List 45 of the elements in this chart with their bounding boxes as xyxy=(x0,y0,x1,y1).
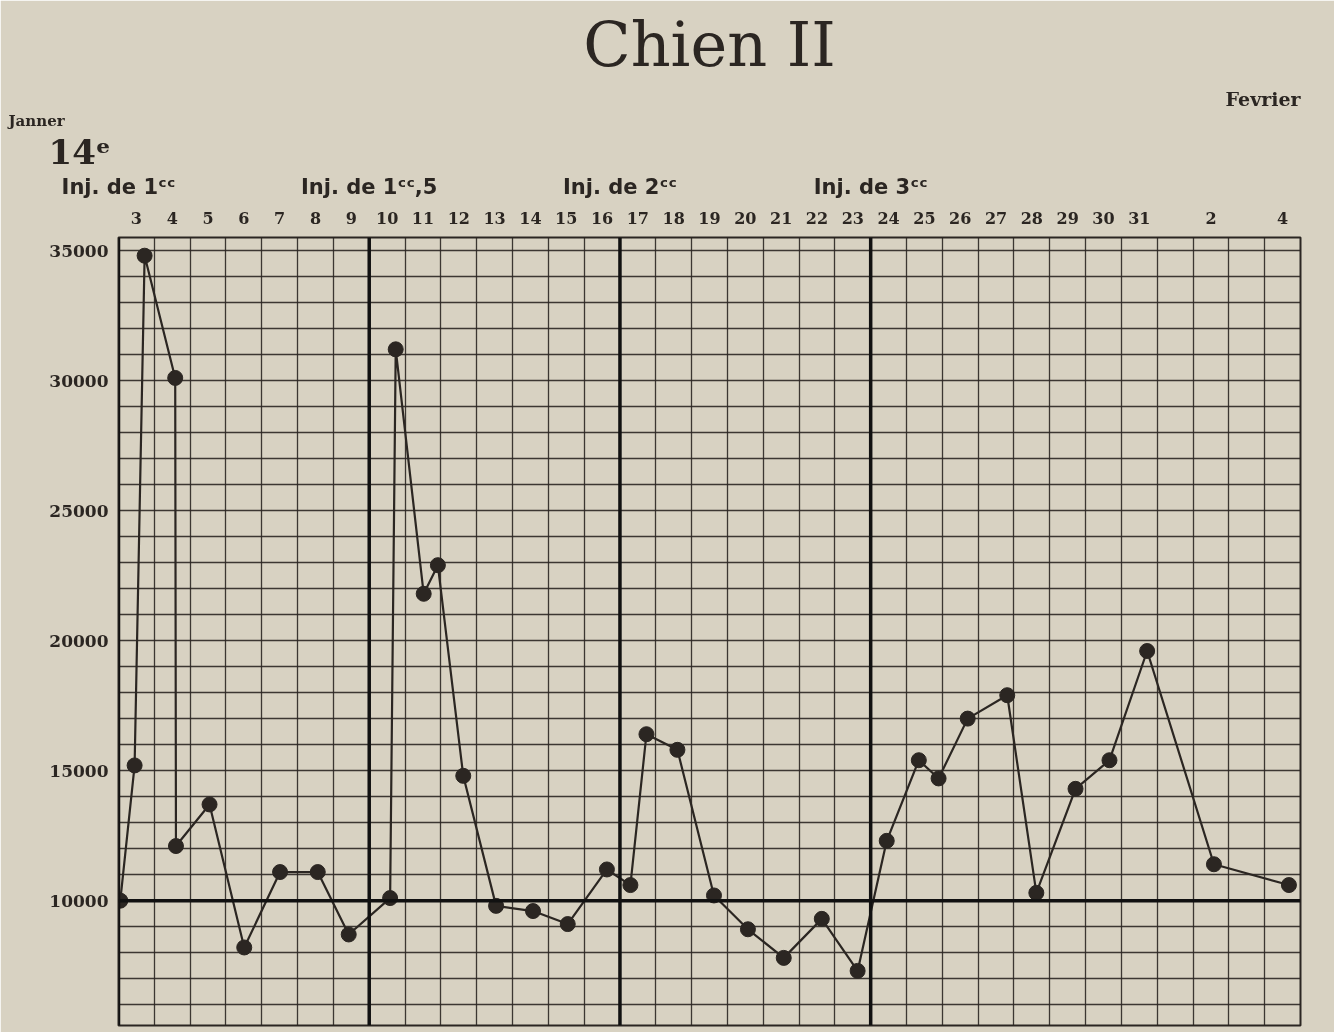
x-tick-label: 5 xyxy=(202,208,214,228)
x-tick-label: 23 xyxy=(841,208,864,228)
x-tick-label: 28 xyxy=(1020,208,1043,228)
x-tick-label: 6 xyxy=(238,208,250,228)
x-tick-label: 30 xyxy=(1092,208,1115,228)
x-tick-label: 3 xyxy=(130,208,142,228)
x-tick-label: 31 xyxy=(1128,208,1151,228)
x-tick-label: 27 xyxy=(984,208,1008,228)
text: Janner xyxy=(6,111,66,130)
ref-line-label: Inj. de 1ᶜᶜ,5 xyxy=(301,174,438,199)
x-tick-label: 29 xyxy=(1056,208,1079,228)
chart-title: Chien II xyxy=(583,7,836,81)
x-tick-label: 2 xyxy=(1205,208,1217,228)
y-tick-label: 25000 xyxy=(49,500,109,521)
x-tick-label: 17 xyxy=(626,208,649,228)
x-tick-label: 18 xyxy=(662,208,685,228)
ref-line-label: Inj. de 3ᶜᶜ xyxy=(813,174,928,199)
text: 14ᵉ xyxy=(48,131,111,172)
x-tick-label: 11 xyxy=(411,208,435,228)
y-tick-label: 30000 xyxy=(49,370,109,391)
x-tick-label: 26 xyxy=(949,208,972,228)
x-tick-label: 7 xyxy=(274,208,286,228)
x-tick-label: 21 xyxy=(770,208,793,228)
x-tick-label: 16 xyxy=(590,208,614,228)
x-tick-label: 9 xyxy=(345,208,357,228)
y-tick-label: 20000 xyxy=(49,630,109,651)
ref-line-label: Inj. de 1ᶜᶜ xyxy=(61,174,176,199)
x-tick-label: 4 xyxy=(1277,208,1289,228)
y-tick-label: 15000 xyxy=(49,760,109,781)
x-tick-label: 24 xyxy=(877,208,900,228)
x-tick-label: 15 xyxy=(555,208,578,228)
text: Fevrier xyxy=(1225,87,1302,110)
x-tick-label: 22 xyxy=(805,208,829,228)
x-tick-label: 25 xyxy=(913,208,936,228)
x-tick-label: 8 xyxy=(309,208,322,228)
x-tick-label: 14 xyxy=(519,208,542,228)
x-tick-label: 4 xyxy=(166,208,178,228)
x-tick-label: 12 xyxy=(447,208,470,228)
x-tick-label: 13 xyxy=(483,208,506,228)
x-tick-label: 10 xyxy=(376,208,399,228)
x-tick-label: 20 xyxy=(734,208,757,228)
ref-line-label: Inj. de 2ᶜᶜ xyxy=(563,174,677,199)
y-tick-label: 10000 xyxy=(49,890,109,911)
y-tick-label: 35000 xyxy=(49,240,109,261)
x-tick-label: 19 xyxy=(698,208,721,228)
